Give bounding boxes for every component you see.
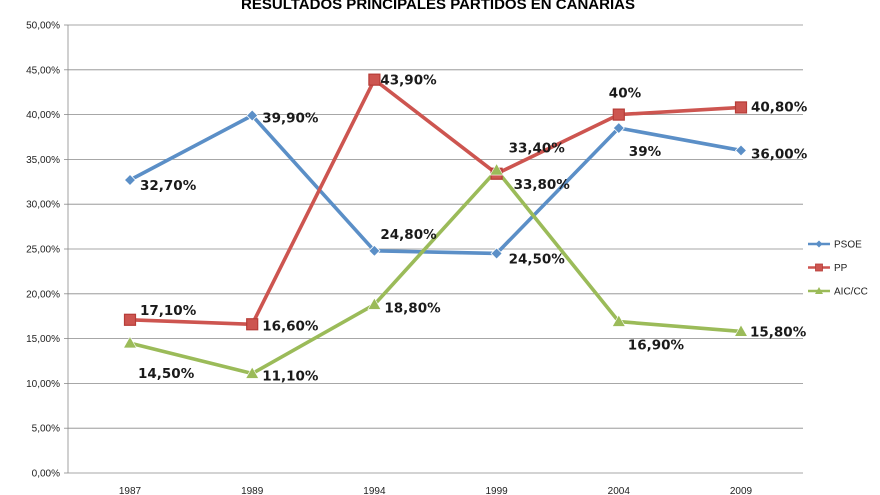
data-point xyxy=(368,244,381,257)
data-point xyxy=(734,101,748,114)
x-tick-label: 1999 xyxy=(485,486,508,495)
series-markers xyxy=(122,73,749,379)
data-point xyxy=(246,318,259,331)
data-label: 18,80% xyxy=(384,301,441,317)
data-point xyxy=(489,163,504,176)
data-label: 17,10% xyxy=(140,303,197,319)
data-point xyxy=(246,109,259,122)
x-tick-label: 1987 xyxy=(119,486,142,495)
x-tick-label: 1994 xyxy=(363,486,386,495)
data-point xyxy=(123,173,137,187)
data-label: 16,90% xyxy=(628,338,685,354)
legend: PSOE PP AIC/CC xyxy=(808,240,868,298)
data-label: 39% xyxy=(629,144,662,160)
axes xyxy=(64,24,803,474)
data-label: 40% xyxy=(609,86,642,102)
data-label: 32,70% xyxy=(140,178,197,194)
data-label: 36,00% xyxy=(751,146,808,162)
y-tick-label: 35,00% xyxy=(26,155,60,166)
data-point xyxy=(490,247,503,260)
y-tick-label: 15,00% xyxy=(26,334,60,345)
legend-label: AIC/CC xyxy=(834,287,868,298)
data-point xyxy=(122,335,138,349)
data-point xyxy=(368,73,381,86)
chart-title: RESULTADOS PRINCIPALES PARTIDOS EN CANAR… xyxy=(241,0,635,13)
data-label: 33,80% xyxy=(514,177,571,193)
x-axis-ticks: 1987 1989 1994 1999 2004 2009 xyxy=(119,486,753,495)
x-tick-label: 2004 xyxy=(608,486,631,495)
data-labels: 32,70% 39,90% 24,80% 24,50% 39% 36,00% 17,10% 1… xyxy=(138,73,808,385)
data-point xyxy=(733,324,749,337)
y-tick-label: 30,00% xyxy=(26,200,60,211)
legend-marker xyxy=(815,287,823,294)
y-tick-label: 25,00% xyxy=(26,245,60,256)
data-point xyxy=(611,314,626,327)
data-point xyxy=(612,121,625,135)
data-label: 11,10% xyxy=(262,369,319,385)
legend-marker xyxy=(815,240,823,248)
gridlines xyxy=(68,24,803,429)
x-tick-label: 1989 xyxy=(241,486,264,495)
y-axis-ticks: 0,00% 5,00% 10,00% 15,00% 20,00% 25,00% 30,00%… xyxy=(26,21,60,480)
data-point xyxy=(367,297,382,310)
legend-label: PSOE xyxy=(834,240,862,251)
data-label: 15,80% xyxy=(750,324,807,340)
data-point xyxy=(734,144,748,157)
series-lines xyxy=(128,77,743,376)
data-label: 40,80% xyxy=(751,99,808,115)
x-tick-label: 2009 xyxy=(730,486,753,495)
y-tick-label: 0,00% xyxy=(32,469,60,480)
series-line-pp xyxy=(128,77,743,327)
y-tick-label: 45,00% xyxy=(26,65,60,76)
y-tick-label: 40,00% xyxy=(26,110,60,121)
y-tick-label: 20,00% xyxy=(26,289,60,300)
data-point xyxy=(612,108,625,121)
series-line-aic-cc xyxy=(128,168,743,376)
y-tick-label: 50,00% xyxy=(26,21,60,32)
data-label: 14,50% xyxy=(138,366,195,382)
series-line-psoe xyxy=(128,113,743,256)
data-label: 43,90% xyxy=(380,73,437,89)
data-point xyxy=(123,313,137,326)
data-label: 33,40% xyxy=(509,141,566,157)
data-label: 24,80% xyxy=(380,227,437,243)
y-tick-label: 5,00% xyxy=(32,424,60,435)
data-point xyxy=(245,366,260,379)
y-tick-label: 10,00% xyxy=(26,379,60,390)
data-label: 39,90% xyxy=(262,110,319,126)
data-label: 16,60% xyxy=(262,318,319,334)
data-label: 24,50% xyxy=(509,251,566,267)
legend-label: PP xyxy=(834,263,848,274)
legend-marker xyxy=(815,263,823,272)
